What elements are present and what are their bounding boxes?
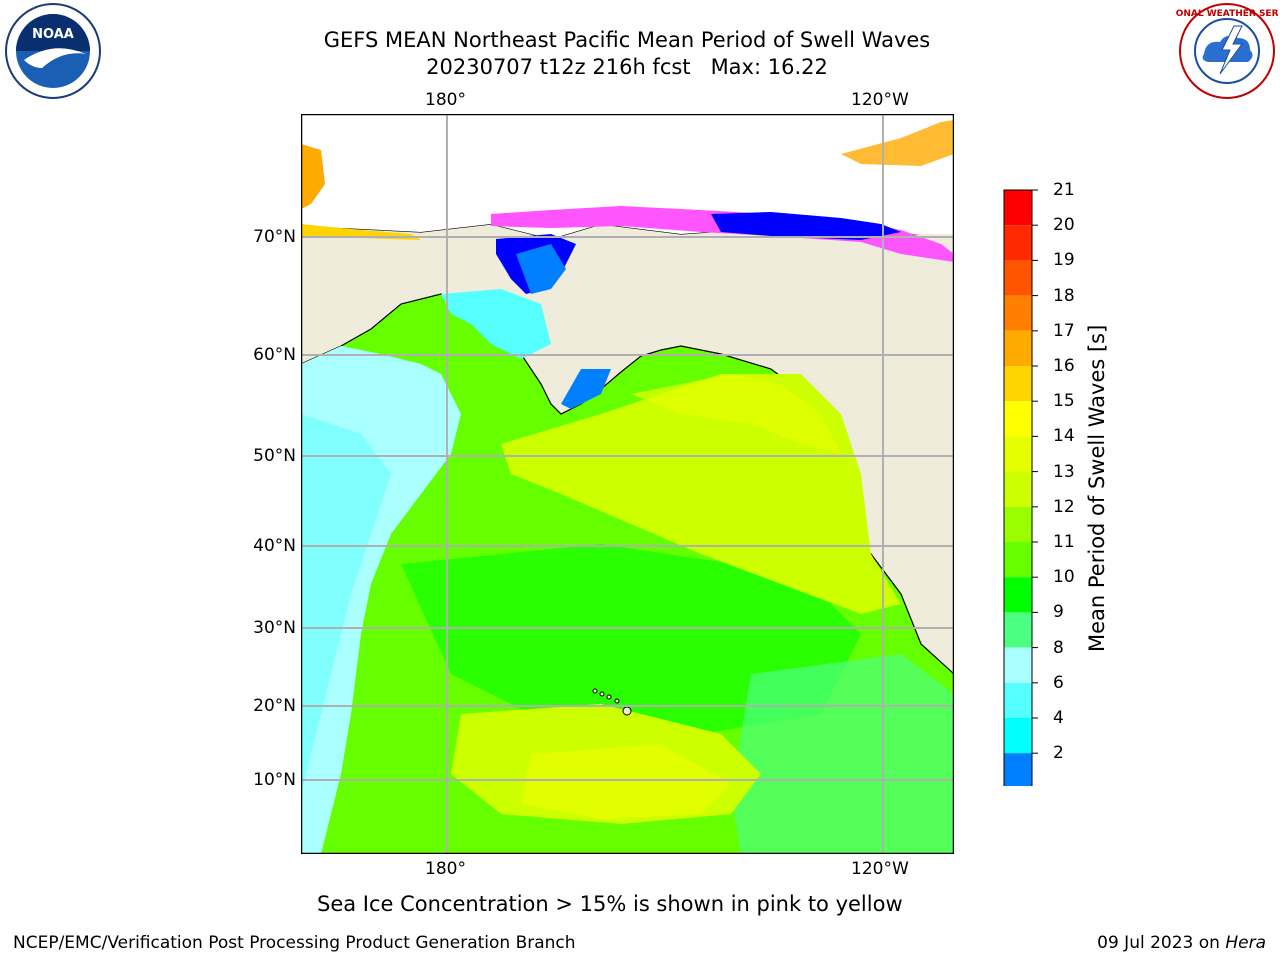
- colorbar-swatch: [1004, 471, 1032, 507]
- lon-label-top-120w: 120°W: [851, 90, 909, 110]
- colorbar-swatch: [1004, 330, 1032, 366]
- lat-label-40n: 40°N: [253, 536, 296, 556]
- colorbar-swatch: [1004, 190, 1032, 226]
- lat-label-70n: 70°N: [253, 227, 296, 247]
- lat-label-50n: 50°N: [253, 446, 296, 466]
- lon-label-bottom-120w: 120°W: [851, 859, 909, 879]
- colorbar-tick-label: 8: [1053, 637, 1064, 658]
- colorbar-swatch: [1004, 260, 1032, 296]
- colorbar-swatch: [1004, 682, 1032, 718]
- map-gridlines: [301, 114, 954, 854]
- colorbar-swatch: [1004, 542, 1032, 578]
- colorbar-swatch: [1004, 401, 1032, 437]
- colorbar-tick-label: 21: [1053, 180, 1075, 200]
- nws-logo: NATIONAL WEATHER SERVICE: [1152, 2, 1280, 100]
- colorbar-tick-label: 6: [1053, 672, 1064, 693]
- lat-label-30n: 30°N: [253, 618, 296, 638]
- chart-subtitle: 20230707 t12z 216h fcst Max: 16.22: [426, 55, 828, 79]
- colorbar-tick-label: 2: [1053, 743, 1064, 764]
- colorbar-swatch: [1004, 295, 1032, 331]
- colorbar-swatch: [1004, 366, 1032, 402]
- colorbar-tick-label: 15: [1053, 391, 1075, 412]
- sea-ice-caption: Sea Ice Concentration > 15% is shown in …: [317, 892, 903, 916]
- colorbar-swatch: [1004, 647, 1032, 683]
- colorbar-title: Mean Period of Swell Waves [s]: [1085, 324, 1109, 652]
- swell-period-map: [300, 113, 955, 855]
- map-panel: [300, 113, 955, 855]
- footer-date-text: 09 Jul 2023 on: [1097, 933, 1226, 953]
- footer-host: Hera: [1225, 933, 1266, 953]
- colorbar-swatch: [1004, 612, 1032, 648]
- footer-date: 09 Jul 2023 on Hera: [1097, 933, 1266, 953]
- colorbar-tick-label: 4: [1053, 708, 1064, 728]
- colorbar-tick-label: 11: [1053, 532, 1075, 552]
- svg-text:NOAA: NOAA: [32, 27, 74, 42]
- colorbar: [1000, 186, 1040, 816]
- colorbar-tick-label: 13: [1053, 461, 1075, 482]
- colorbar-tick-label: 10: [1053, 567, 1075, 588]
- noaa-logo: NOAA: [2, 2, 104, 100]
- hawaii-islands: [592, 688, 632, 716]
- colorbar-swatch: [1004, 506, 1032, 542]
- svg-text:NATIONAL WEATHER SERVICE: NATIONAL WEATHER SERVICE: [1176, 9, 1278, 19]
- colorbar-swatch: [1004, 436, 1032, 472]
- lat-label-60n: 60°N: [253, 345, 296, 365]
- colorbar-tick-label: 16: [1053, 356, 1075, 376]
- lon-label-top-180: 180°: [425, 90, 466, 110]
- lon-label-bottom-180: 180°: [425, 859, 466, 879]
- colorbar-tick-label: 12: [1053, 496, 1075, 517]
- colorbar-swatches: [1003, 189, 1038, 816]
- colorbar-tick-label: 20: [1053, 215, 1075, 236]
- colorbar-tick-label: 14: [1053, 426, 1075, 447]
- colorbar-swatch: [1004, 225, 1032, 261]
- lat-label-10n: 10°N: [253, 770, 296, 790]
- lat-label-20n: 20°N: [253, 696, 296, 716]
- colorbar-tick-label: 19: [1053, 250, 1075, 271]
- footer-organization: NCEP/EMC/Verification Post Processing Pr…: [13, 933, 576, 953]
- colorbar-swatch: [1004, 577, 1032, 613]
- colorbar-swatch: [1004, 718, 1032, 754]
- colorbar-tick-label: 17: [1053, 320, 1075, 341]
- chart-title: GEFS MEAN Northeast Pacific Mean Period …: [323, 28, 931, 52]
- colorbar-tick-label: 18: [1053, 285, 1075, 306]
- colorbar-swatch: [1004, 753, 1032, 789]
- colorbar-tick-label: 9: [1053, 602, 1064, 623]
